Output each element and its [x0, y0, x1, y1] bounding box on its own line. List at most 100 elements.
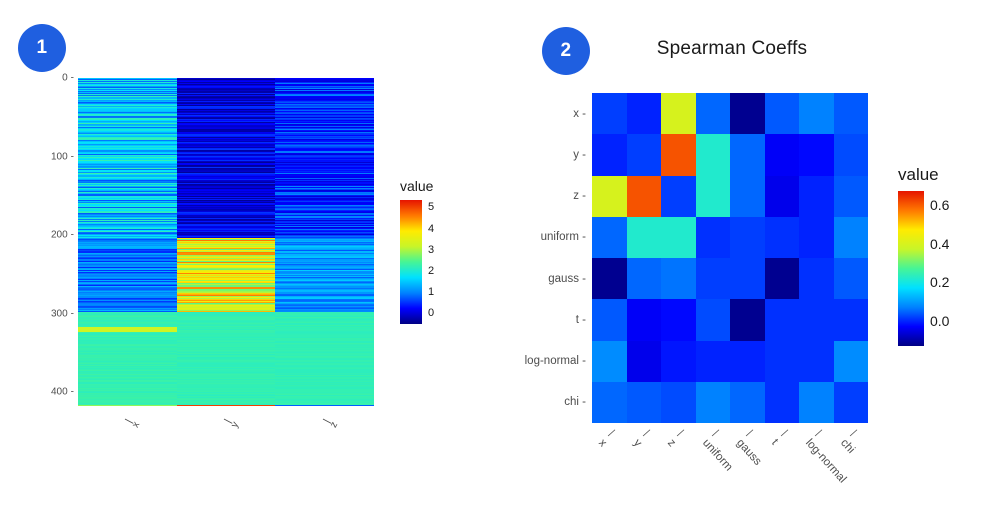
figure2-cell	[799, 381, 834, 423]
figure1-cell	[275, 120, 375, 121]
figure2-cell	[626, 175, 661, 217]
figure1-cell	[275, 279, 375, 281]
figure1-cell	[78, 83, 177, 85]
figure1-cell	[78, 338, 177, 340]
figure1-cell	[78, 109, 177, 111]
figure1-cell	[78, 92, 177, 93]
figure2-cell	[661, 381, 696, 423]
figure1-cell	[275, 370, 375, 372]
figure1-cell	[275, 153, 375, 155]
figure1-cell	[176, 253, 276, 254]
figure1-cell	[78, 239, 177, 241]
figure1-cell	[78, 291, 177, 293]
figure1-cell	[176, 89, 276, 91]
figure1-y-tick: 200-	[50, 229, 74, 241]
figure1-cell	[78, 310, 177, 311]
figure1-cell	[275, 86, 375, 88]
figure1-cell	[176, 306, 276, 307]
figure1-cell	[78, 288, 177, 289]
figure1-cell	[275, 197, 375, 199]
figure1-cell	[275, 198, 375, 200]
figure1-cell	[176, 119, 276, 121]
figure1-cell	[176, 309, 276, 311]
figure1-cell	[176, 125, 276, 127]
figure1-cell	[176, 86, 276, 88]
figure1-cell	[176, 404, 276, 406]
figure1-cell	[275, 313, 375, 315]
figure1-cell	[176, 124, 276, 126]
figure1-cell	[78, 403, 177, 404]
figure1-legend: value 5 4 3 2 1 0	[400, 178, 448, 324]
figure1-cell	[78, 404, 177, 406]
figure1-cell	[176, 257, 276, 259]
figure1-cell	[78, 348, 177, 350]
figure1-cell	[176, 377, 276, 378]
figure1-cell	[275, 132, 375, 134]
figure1-cell	[78, 121, 177, 123]
figure2-title: Spearman Coeffs	[656, 38, 808, 59]
figure1-cell	[275, 228, 375, 230]
figure1-cell	[176, 105, 276, 107]
figure1-cell	[176, 372, 276, 374]
figure1-cell	[275, 242, 375, 244]
figure2-cell	[833, 93, 868, 135]
figure1-cell	[275, 137, 375, 139]
figure1-cell	[275, 157, 375, 159]
figure1-colorbar	[400, 200, 422, 324]
figure1-cell	[275, 328, 375, 329]
figure1-cell	[176, 350, 276, 352]
figure1-cell	[275, 81, 375, 82]
figure1-cell	[176, 203, 276, 205]
figure1-cell	[275, 294, 375, 296]
figure1-cell	[275, 185, 375, 187]
figure1-cell	[78, 233, 177, 235]
figure1-cell	[176, 103, 276, 105]
figure1-cell	[176, 246, 276, 248]
figure1-cell	[176, 361, 276, 363]
figure1-cell	[275, 206, 375, 207]
figure1-cell	[78, 335, 177, 337]
figure1-cell	[78, 399, 177, 400]
figure1-cell	[275, 83, 375, 85]
figure1-cell	[176, 120, 276, 122]
figure2-cell	[799, 134, 834, 176]
figure1-cell	[275, 160, 375, 162]
figure1-cell	[78, 85, 177, 87]
figure1-cell	[176, 342, 276, 344]
figure1-cell	[176, 195, 276, 196]
figure1-cell	[275, 384, 375, 386]
figure1-cell	[275, 82, 375, 84]
figure1-cell	[176, 283, 276, 285]
figure1-cell	[78, 174, 177, 176]
figure1-cell	[176, 114, 276, 116]
figure1-cell	[78, 230, 177, 232]
figure1-cell	[275, 292, 375, 293]
figure1-cell	[275, 304, 375, 306]
figure1-cell	[78, 145, 177, 147]
figure1-cell	[78, 262, 177, 264]
figure1-cell	[275, 259, 375, 261]
figure2-cell	[661, 134, 696, 176]
figure1-cell	[176, 154, 276, 156]
figure1-cell	[78, 195, 177, 197]
figure1-cell	[176, 211, 276, 213]
figure1-cell	[78, 238, 177, 239]
figure1-cell	[176, 237, 276, 239]
figure1-cell	[78, 256, 177, 258]
figure1-cell	[275, 265, 375, 267]
figure1-cell	[275, 117, 375, 118]
figure1-cell	[176, 103, 276, 104]
figure1-cell	[275, 365, 375, 367]
figure1-cell	[176, 313, 276, 315]
figure1-cell	[275, 237, 375, 239]
figure1-cell	[176, 268, 276, 270]
figure2-cell	[799, 93, 834, 135]
figure1-cell	[176, 299, 276, 301]
step-badge-2: 2	[542, 27, 590, 75]
figure1-cell	[275, 323, 375, 325]
figure1-cell	[176, 135, 276, 137]
figure1-cell	[176, 212, 276, 214]
figure1-cell	[275, 356, 375, 358]
figure1-cell	[78, 113, 177, 115]
figure1-cell	[275, 346, 375, 348]
